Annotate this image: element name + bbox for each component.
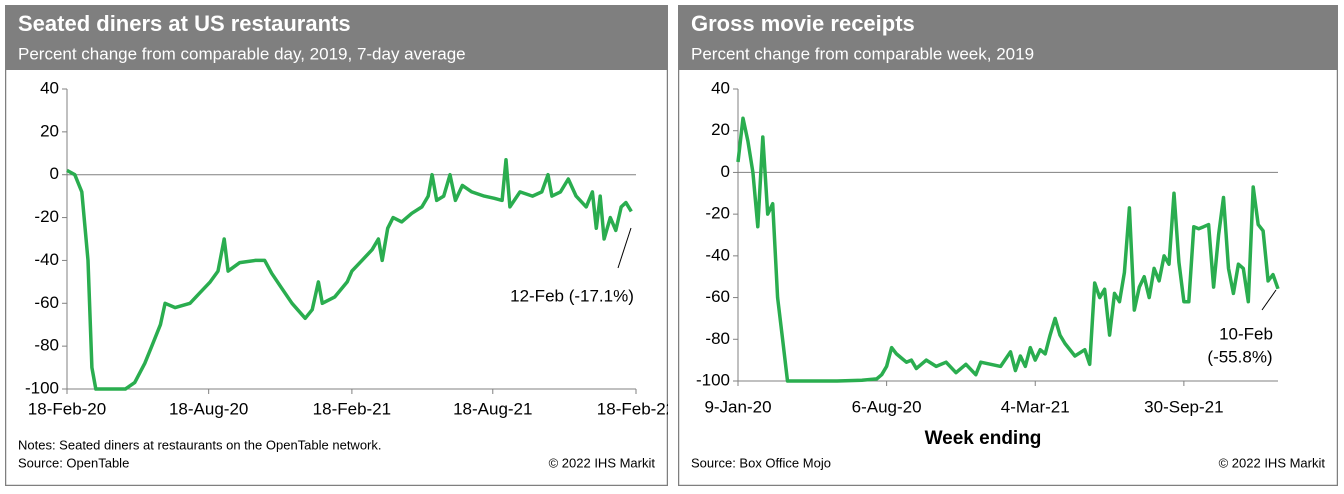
- x-tick-label: 18-Feb-20: [28, 399, 106, 418]
- annotation-pointer: [1261, 289, 1277, 311]
- x-tick-label: 30-Sep-21: [1144, 397, 1223, 416]
- chart-panel: Seated diners at US restaurants Percent c…: [5, 5, 668, 486]
- y-tick-label: 0: [50, 164, 59, 183]
- series-line: [736, 116, 1280, 383]
- chart-title: Seated diners at US restaurants: [18, 11, 351, 36]
- chart-subtitle: Percent change from comparable day, 2019…: [18, 44, 466, 63]
- y-tick-label: -100: [25, 378, 59, 397]
- source: Source: Box Office Mojo: [691, 455, 831, 470]
- series-line: [66, 157, 633, 391]
- y-tick-label: -20: [705, 204, 730, 223]
- y-tick-label: -60: [705, 287, 730, 306]
- source: Source: OpenTable: [18, 455, 129, 470]
- chart-title: Gross movie receipts: [691, 11, 915, 36]
- copyright: © 2022 IHS Markit: [549, 455, 656, 470]
- y-tick-label: -80: [705, 329, 730, 348]
- y-tick-label: 20: [40, 121, 59, 140]
- y-tick-label: 40: [711, 78, 730, 97]
- x-tick-label: 4-Mar-21: [1001, 397, 1070, 416]
- chart-subtitle: Percent change from comparable week, 201…: [691, 44, 1034, 63]
- panel-header: [5, 5, 668, 70]
- y-tick-label: -40: [705, 245, 730, 264]
- x-tick-label: 18-Feb-21: [313, 399, 391, 418]
- y-tick-label: 0: [721, 162, 730, 181]
- x-tick-label: 18-Aug-21: [453, 399, 532, 418]
- chart-panel: Gross movie receipts Percent change from …: [678, 5, 1338, 486]
- x-axis-label: Week ending: [925, 428, 1042, 449]
- y-tick-label: -40: [34, 250, 59, 269]
- annotation: 12-Feb (-17.1%): [510, 286, 634, 305]
- annotation: (-55.8%): [1207, 347, 1272, 366]
- y-tick-label: -80: [34, 336, 59, 355]
- y-tick-label: 40: [40, 78, 59, 97]
- y-tick-label: -60: [34, 293, 59, 312]
- x-tick-label: 6-Aug-20: [852, 397, 922, 416]
- x-tick-label: 18-Feb-22: [597, 399, 668, 418]
- y-tick-label: 20: [711, 120, 730, 139]
- x-tick-label: 9-Jan-20: [704, 397, 771, 416]
- x-tick-label: 18-Aug-20: [169, 399, 248, 418]
- y-tick-label: -20: [34, 207, 59, 226]
- annotation-pointer: [617, 227, 632, 269]
- panel-header: [678, 5, 1338, 70]
- notes: Notes: Seated diners at restaurants on t…: [18, 437, 382, 452]
- annotation: 10-Feb: [1219, 324, 1273, 343]
- y-tick-label: -100: [696, 370, 730, 389]
- copyright: © 2022 IHS Markit: [1219, 455, 1326, 470]
